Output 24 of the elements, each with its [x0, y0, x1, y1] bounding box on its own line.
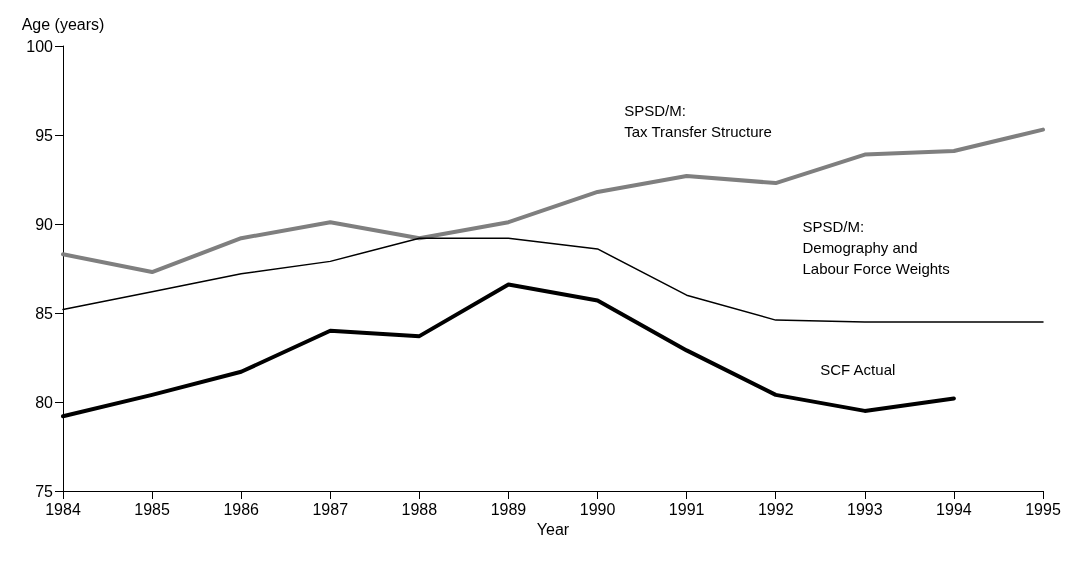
y-tick-label: 100 [26, 37, 54, 55]
x-tick-label: 1990 [579, 500, 616, 518]
text: SPSD/M: Demography and Labour Force Weights [802, 217, 950, 277]
y-tick-label: 85 [35, 304, 54, 322]
x-tick-label: 1988 [401, 500, 438, 518]
x-tick-label: 1985 [134, 500, 170, 518]
series-label: SCF Actual [820, 361, 896, 379]
y-axis-title: Age (years) [21, 15, 105, 33]
text: SPSD/M: Tax Transfer Structure [624, 101, 772, 140]
x-tick-label: 1993 [847, 500, 883, 518]
line-series [61, 127, 1045, 275]
y-tick-label: 95 [35, 126, 54, 144]
x-tick-label: 1987 [312, 500, 349, 518]
x-tick-label: 1994 [936, 500, 972, 518]
x-tick-label: 1992 [757, 500, 794, 518]
x-tick-label: 1991 [668, 500, 705, 518]
y-tick-label: 80 [35, 393, 54, 411]
y-tick-label: 75 [35, 482, 54, 500]
x-tick-label: 1986 [223, 500, 260, 518]
x-axis-title: Year [536, 521, 570, 539]
y-tick-label: 90 [35, 215, 54, 233]
x-tick-label: 1995 [1025, 500, 1061, 518]
x-tick-label: 1984 [45, 500, 81, 518]
x-tick-label: 1989 [490, 500, 527, 518]
